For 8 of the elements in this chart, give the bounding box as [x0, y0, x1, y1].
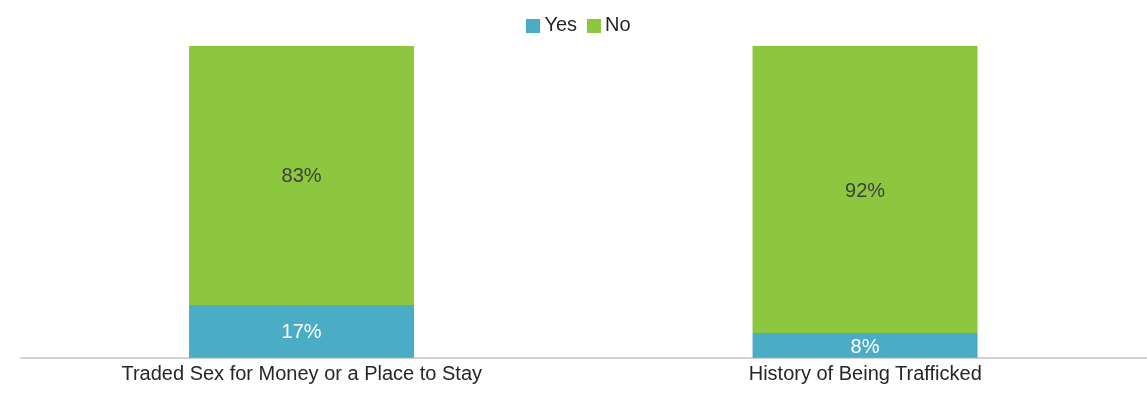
data-label: 8% [850, 334, 880, 357]
data-label: 83% [281, 164, 322, 187]
legend-label: No [605, 13, 631, 35]
data-label: 17% [281, 320, 322, 343]
x-tick-label: Traded Sex for Money or a Place to Stay [121, 362, 483, 385]
x-tick-label: History of Being Trafficked [748, 362, 982, 385]
legend-label: Yes [544, 13, 578, 35]
data-label: 92% [845, 178, 886, 201]
